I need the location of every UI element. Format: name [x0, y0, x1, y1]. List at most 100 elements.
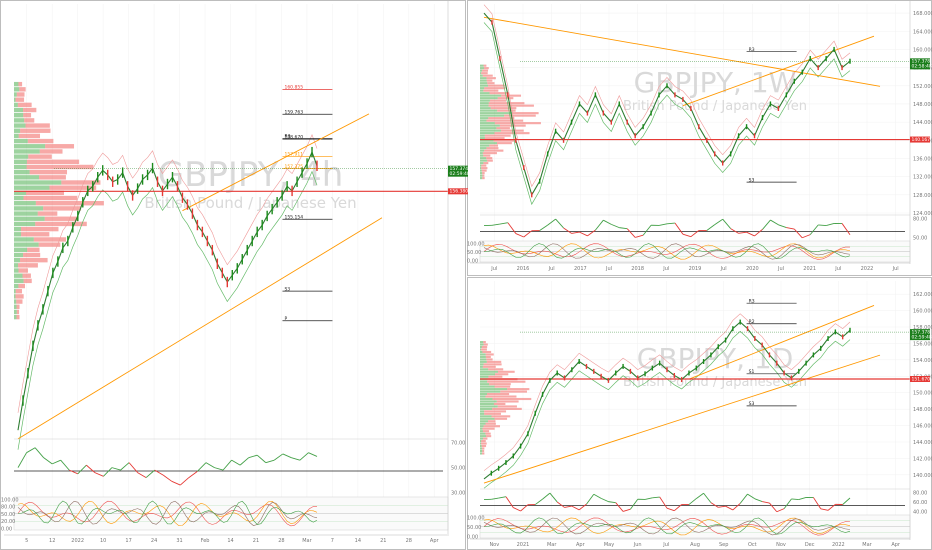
volume-profile-bar-up: [14, 232, 22, 237]
osc-axis-label: 80.00: [913, 491, 927, 497]
stoch-line: [483, 243, 851, 259]
volume-profile-bar-down: [481, 167, 488, 170]
y-tick-label: 140.000: [913, 473, 932, 479]
volume-profile-bar-down: [484, 137, 505, 140]
volume-profile-bar-up: [480, 410, 485, 413]
volume-profile-bar-down: [28, 154, 52, 159]
volume-profile-bar-down: [16, 309, 20, 315]
volume-profile-bar-up: [480, 442, 482, 445]
volume-profile-bar-down: [485, 353, 494, 356]
volume-profile-bar-up: [14, 113, 24, 118]
osc-axis-label: 50.00: [913, 236, 927, 242]
x-tick-label: Sep: [719, 542, 728, 548]
osc-axis-label: 30.00: [451, 491, 465, 497]
volume-profile-bar-down: [481, 345, 488, 349]
volume-profile-bar-up: [480, 137, 485, 140]
volume-profile-bar-up: [480, 152, 483, 155]
osc-segment: [642, 224, 652, 236]
volume-profile-bar-up: [480, 417, 495, 420]
volume-profile-bar-down: [481, 72, 488, 75]
volume-profile-bar-down: [483, 343, 488, 346]
x-tick-label: 28: [278, 538, 284, 544]
stoch-axis-label: 50.00: [467, 250, 481, 256]
price-tag-label: 157.378: [912, 329, 931, 335]
x-tick-label: 17: [125, 538, 131, 544]
volume-profile-bar-up: [480, 147, 487, 150]
volume-profile-bar-down: [489, 99, 507, 102]
volume-profile-bar-down: [481, 452, 485, 455]
x-tick-label: Nov: [776, 542, 786, 548]
y-tick-label: 128.000: [913, 193, 932, 199]
volume-profile-bar-up: [480, 430, 483, 433]
level-label: 157.911: [284, 152, 303, 158]
osc-segment: [659, 496, 668, 509]
volume-profile-bar-up: [14, 154, 29, 159]
volume-profile-bar-up: [480, 452, 482, 455]
x-tick-label: 31: [176, 538, 182, 544]
osc-segment: [214, 467, 224, 471]
volume-profile-bar-up: [480, 388, 508, 391]
x-tick-label: Jul: [662, 266, 669, 272]
volume-profile-bar-up: [480, 365, 483, 368]
level-label: 159.763: [284, 109, 303, 115]
stoch-axis-label: 0.00: [467, 534, 478, 540]
osc-axis-label: 80.00: [913, 217, 927, 223]
osc-segment: [547, 218, 556, 226]
stoch-axis-label: 0.00: [1, 526, 12, 532]
osc-segment: [549, 492, 558, 503]
y-tick-label: 152.000: [913, 84, 932, 90]
volume-profile-bar-down: [488, 117, 515, 120]
volume-profile-bar-down: [37, 211, 58, 216]
x-tick-label: Feb: [201, 538, 210, 544]
volume-profile-bar-up: [480, 82, 488, 85]
volume-profile-bar-up: [480, 174, 483, 177]
volume-profile-bar-up: [14, 299, 17, 304]
volume-profile-bar-up: [14, 97, 16, 102]
volume-profile-bar-down: [15, 294, 24, 299]
volume-profile-bar-down: [26, 190, 65, 196]
osc-segment: [793, 228, 803, 239]
volume-profile-bar-down: [489, 144, 499, 147]
volume-profile-bar-up: [480, 119, 487, 122]
osc-segment: [505, 496, 514, 508]
volume-profile-bar-down: [35, 221, 87, 227]
volume-profile-bar-up: [480, 368, 489, 371]
x-tick-label: 24: [151, 538, 157, 544]
volume-profile-bar-up: [480, 177, 483, 180]
y-tick-label: 132.000: [913, 175, 932, 181]
osc-segment: [256, 454, 267, 463]
panel-top-right-frame: [467, 0, 932, 276]
osc-segment: [820, 508, 829, 511]
volume-profile-bar-down: [39, 175, 66, 180]
volume-profile-bar-down: [504, 114, 536, 117]
volume-profile-bar-up: [480, 425, 484, 428]
volume-profile-bar-up: [14, 144, 46, 149]
osc-segment: [615, 502, 624, 512]
volume-profile-bar-up: [14, 263, 19, 268]
osc-segment: [813, 497, 822, 510]
volume-profile-bar-down: [489, 92, 508, 95]
osc-segment: [60, 459, 70, 471]
osc-segment: [826, 223, 835, 227]
volume-profile-bar-up: [480, 420, 489, 423]
osc-segment: [666, 507, 675, 512]
osc-axis-label: 60.00: [913, 500, 927, 506]
volume-profile-bar-down: [486, 119, 524, 122]
osc-segment: [622, 508, 631, 512]
volume-profile-bar-up: [480, 87, 485, 90]
level-label: P: [284, 316, 287, 322]
volume-profile-bar-up: [480, 107, 491, 110]
osc-segment: [69, 469, 78, 475]
volume-profile-bar-down: [481, 348, 487, 351]
x-tick-label: 2019: [689, 266, 702, 272]
volume-profile-bar-down: [484, 410, 507, 413]
volume-profile-bar-up: [480, 69, 483, 72]
volume-profile-bar-up: [480, 162, 484, 165]
watermark-subtitle: British Pound / Japanese Yen: [623, 99, 807, 114]
volume-profile-bar-up: [14, 195, 24, 201]
x-tick-label: 21: [380, 538, 386, 544]
volume-profile-bar-up: [14, 304, 17, 309]
volume-profile-bar-down: [20, 257, 48, 263]
band-upper: [483, 313, 851, 471]
volume-profile-bar-up: [14, 107, 24, 113]
